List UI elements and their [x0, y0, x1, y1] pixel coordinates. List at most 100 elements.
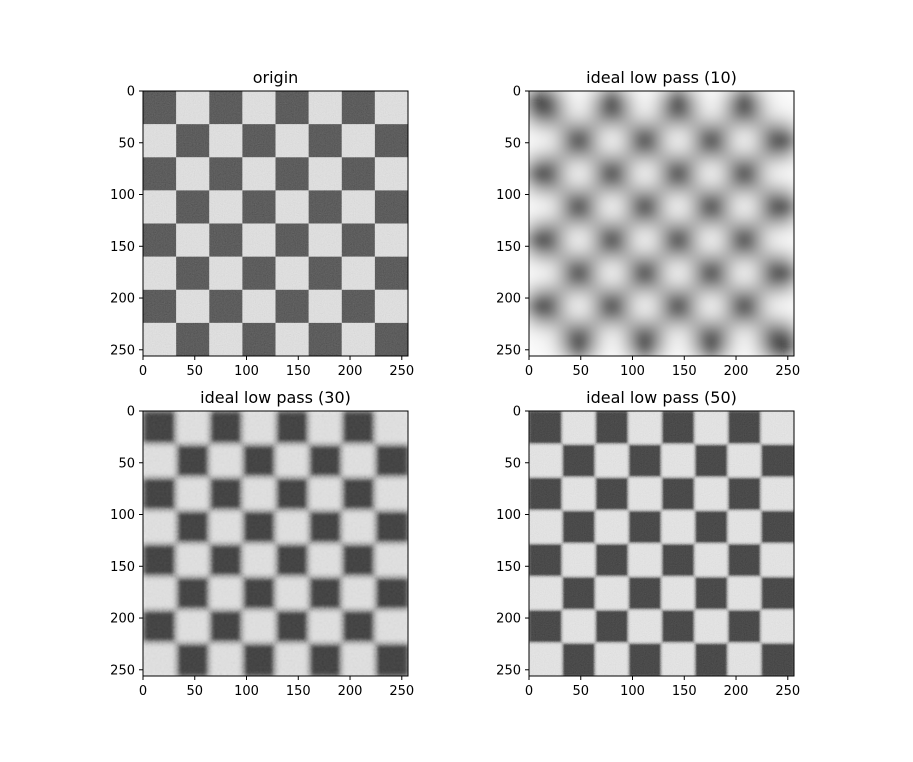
noise-overlay [529, 411, 794, 676]
x-tick-label: 250 [775, 364, 800, 379]
y-tick-label: 100 [110, 508, 135, 523]
x-tick-label: 0 [139, 364, 147, 379]
checker-square [628, 124, 663, 158]
checker-square [628, 190, 663, 225]
checker-square [595, 223, 629, 258]
x-tick-label: 50 [572, 684, 589, 699]
panel-1: origin 0 50 100 150 200 250 0 50 100 150 200 250 [110, 68, 414, 379]
checker-square [727, 256, 762, 291]
checker-square [529, 190, 563, 225]
checker-square [562, 124, 596, 158]
x-tick-label: 50 [572, 364, 589, 379]
panel-2: ideal low pass (10) 0 50 100 150 200 250 0 50 100… [496, 68, 800, 379]
checker-square [562, 157, 596, 191]
y-tick-label: 150 [110, 560, 135, 575]
panel-3: ideal low pass (30) 0 50 100 150 200 250 0 50 100… [110, 388, 414, 699]
checker-square [694, 91, 729, 125]
y-tick-label: 150 [496, 560, 521, 575]
image-area [529, 411, 794, 676]
y-tick-label: 200 [496, 612, 521, 627]
checker-square [760, 289, 794, 324]
y-tick-label: 50 [118, 136, 135, 151]
image-area [143, 91, 408, 356]
checker-square [595, 322, 629, 356]
y-tick-label: 0 [513, 85, 521, 100]
checker-square [727, 322, 762, 356]
x-tick-label: 250 [389, 364, 414, 379]
checker-square [595, 91, 629, 125]
checker-square [694, 322, 729, 356]
axes-frame [528, 90, 795, 357]
chart-title: ideal low pass (30) [200, 388, 351, 407]
checker-square [727, 223, 762, 258]
chart-title: ideal low pass (50) [586, 388, 737, 407]
checker-square [628, 289, 663, 324]
y-tick-label: 0 [513, 405, 521, 420]
checker-square [661, 322, 696, 356]
checker-square [628, 157, 663, 191]
y-tick-label: 250 [110, 663, 135, 678]
checker-square [661, 190, 696, 225]
axes-frame [528, 410, 795, 677]
checker-square [694, 223, 729, 258]
x-tick-label: 100 [620, 684, 645, 699]
y-tick-label: 50 [504, 136, 521, 151]
checker-square [661, 124, 696, 158]
y-tick-label: 0 [127, 85, 135, 100]
checker-square [562, 223, 596, 258]
x-tick-label: 0 [139, 684, 147, 699]
checker-square [628, 223, 663, 258]
checker-square [727, 91, 762, 125]
x-tick-label: 100 [234, 364, 259, 379]
checker-square [529, 322, 563, 356]
checker-square [529, 157, 563, 191]
checker-square [760, 223, 794, 258]
y-tick-label: 100 [496, 508, 521, 523]
checker-square [562, 322, 596, 356]
image-area [529, 91, 794, 356]
checker-square [628, 256, 663, 291]
checker-square [661, 91, 696, 125]
axes-frame [142, 410, 409, 677]
checker-square [727, 124, 762, 158]
x-tick-label: 100 [620, 364, 645, 379]
x-tick-label: 0 [525, 364, 533, 379]
checker-square [727, 157, 762, 191]
x-tick-label: 50 [186, 684, 203, 699]
x-tick-label: 200 [338, 364, 363, 379]
checker-square [595, 157, 629, 191]
checker-square [562, 289, 596, 324]
checker-square [562, 256, 596, 291]
chart-title: ideal low pass (10) [586, 68, 737, 87]
y-tick-label: 100 [110, 188, 135, 203]
checker-square [529, 223, 563, 258]
y-tick-label: 50 [504, 456, 521, 471]
checker-square [595, 289, 629, 324]
x-tick-label: 200 [338, 684, 363, 699]
y-tick-label: 200 [110, 612, 135, 627]
checker-square [694, 256, 729, 291]
x-tick-label: 150 [286, 364, 311, 379]
checker-square [661, 256, 696, 291]
checker-square [760, 256, 794, 291]
checker-square [595, 190, 629, 225]
y-tick-label: 0 [127, 405, 135, 420]
checker-square [694, 157, 729, 191]
image-area [143, 411, 408, 676]
x-tick-label: 150 [286, 684, 311, 699]
checker-square [529, 289, 563, 324]
checker-square [562, 190, 596, 225]
y-tick-label: 250 [496, 343, 521, 358]
y-tick-label: 250 [110, 343, 135, 358]
checker-square [694, 289, 729, 324]
noise-overlay [143, 91, 408, 356]
x-tick-label: 200 [724, 684, 749, 699]
checker-square [661, 289, 696, 324]
panel-4: ideal low pass (50) 0 50 100 150 200 250 0 50 100… [496, 388, 800, 699]
checker-square [760, 322, 794, 356]
x-tick-label: 250 [775, 684, 800, 699]
checker-square [595, 256, 629, 291]
checker-square [694, 190, 729, 225]
checker-square [760, 124, 794, 158]
